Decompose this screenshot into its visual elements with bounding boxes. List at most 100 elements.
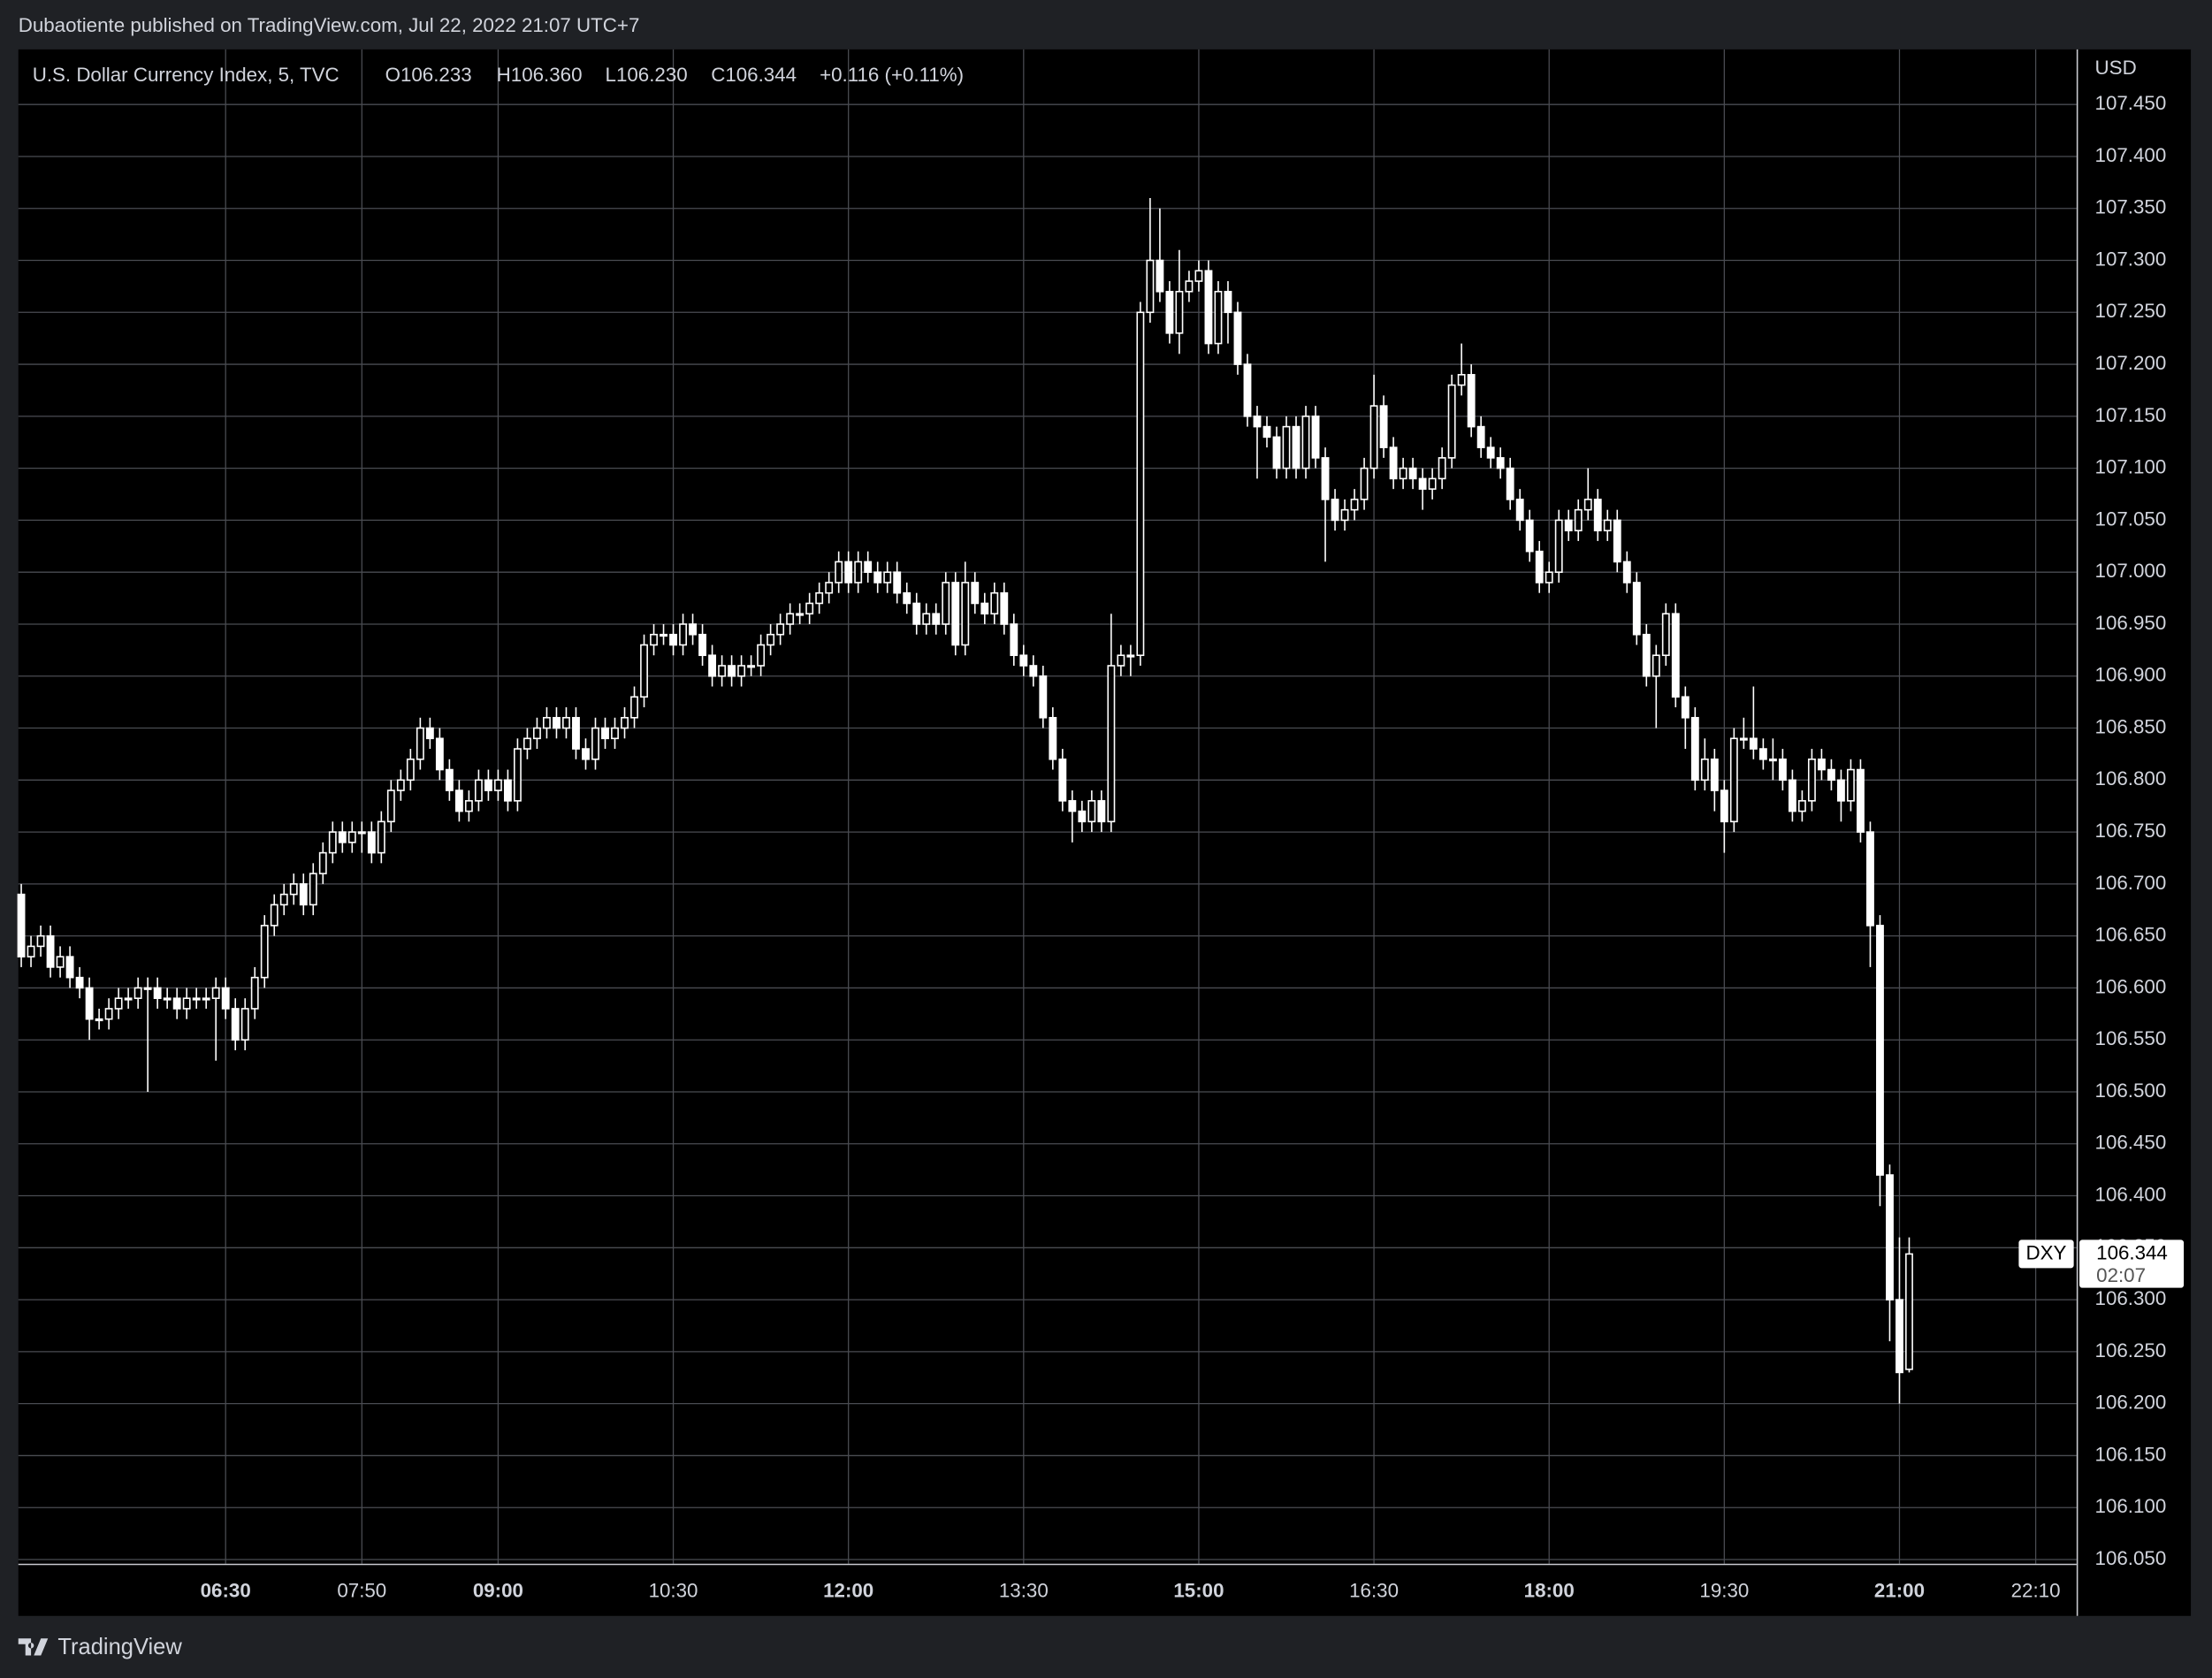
y-tick-label: 106.200 [2095,1392,2167,1414]
candle-body [1525,519,1534,553]
legend: U.S. Dollar Currency Index, 5, TVC O106.… [33,64,964,86]
candle-body [1622,561,1631,583]
y-tick-label: 107.300 [2095,248,2167,270]
candle-body [1272,436,1281,469]
last-price: 106.344 [2096,1241,2168,1263]
candle-body [1876,925,1884,1176]
logo-mark [18,1638,49,1656]
candle-body [338,831,347,843]
candle-body [1661,613,1670,657]
candle-body [56,956,65,968]
candle-body [240,1008,249,1041]
candle-body [630,696,638,719]
candle-body [660,633,667,637]
candle-body [553,716,561,729]
candle-body [1632,582,1641,636]
candle-body [1156,259,1164,293]
candle-body [1574,508,1583,531]
candle-body [844,561,853,583]
y-tick-label: 107.400 [2095,144,2167,166]
y-tick-label: 107.200 [2095,352,2167,374]
candle-body [1515,499,1524,522]
candle-body [309,873,317,906]
x-tick-label: 22:10 [2011,1580,2061,1602]
candle-body [1847,768,1855,802]
candle-body [523,737,531,750]
candle-body [172,997,181,1010]
candle-body [815,591,824,605]
candle-body [221,987,230,1010]
x-tick-label: 09:00 [473,1580,523,1602]
candle-body [65,956,74,979]
candle-body [1768,758,1777,762]
candle-body [1146,259,1155,314]
bar-countdown: 02:07 [2096,1264,2146,1286]
candle-body [903,591,911,605]
candle-body [1117,654,1125,667]
x-tick-label: 06:30 [201,1580,251,1602]
candle-body [679,623,687,646]
candle-body [1729,737,1738,823]
candle-body [1058,758,1067,802]
candle-body [1447,384,1456,459]
candle-body [1224,290,1232,314]
candle-body [1817,758,1826,771]
candle-body [601,727,609,740]
candle-body [1797,800,1806,812]
candle-body [1282,425,1291,469]
y-tick-label: 107.450 [2095,92,2167,114]
candle-body [1000,591,1009,625]
candle-body [1233,311,1242,365]
x-tick-label: 21:00 [1874,1580,1925,1602]
candle-body [299,883,308,906]
legend-open: O106.233 [385,64,472,86]
candle-body [786,613,795,625]
candle-body [75,976,84,989]
candle-body [689,623,697,636]
candle-body [854,561,863,583]
candle-body [85,987,94,1020]
candle-body [192,997,201,1001]
candle-body [1194,270,1203,282]
candle-body [1613,519,1621,563]
candle-body [1408,467,1417,480]
candle-body [961,582,970,646]
candle-body [1720,789,1728,823]
candle-body [1214,290,1223,345]
candle-body [493,779,502,791]
candle-body [728,665,736,677]
candle-body [767,633,775,646]
y-tick-label: 106.500 [2095,1079,2167,1102]
candle-body [1029,665,1038,677]
legend-high: H106.360 [497,64,583,86]
candle-body [1642,633,1651,677]
candle-body [990,591,999,615]
candle-body [1671,613,1680,698]
y-tick-label: 106.100 [2095,1495,2167,1517]
candle-body [582,748,590,760]
candle-body [1506,467,1514,500]
candle-body [1496,457,1505,469]
candle-body [270,904,278,927]
candles [17,197,1913,1404]
y-tick-label: 107.150 [2095,404,2167,426]
x-tick-label: 16:30 [1349,1580,1399,1602]
candle-body [474,779,483,802]
candle-body [406,758,415,782]
candle-body [416,727,424,760]
candle-body [805,602,814,615]
candle-body [153,987,162,999]
candle-body [1340,508,1349,522]
candle-body [932,613,941,625]
candle-body [1457,374,1466,386]
candle-body [1905,1253,1913,1370]
candle-body [435,737,444,771]
candle-body [912,602,921,625]
candle-body [698,633,706,657]
candle-body [1389,446,1398,480]
candle-body [1749,737,1758,750]
candle-body [883,571,892,583]
candle-body [328,831,337,854]
candle-body [17,893,26,957]
